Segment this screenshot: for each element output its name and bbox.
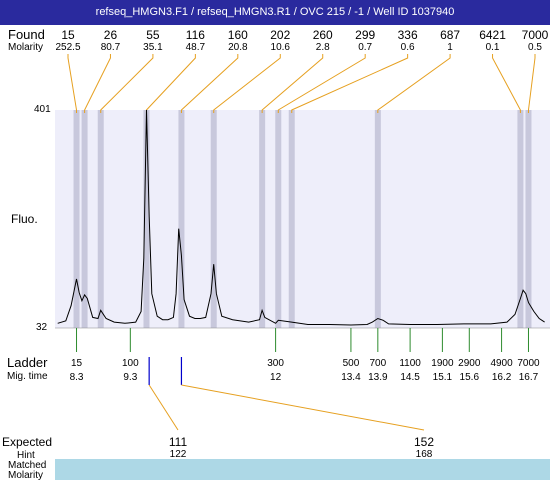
ladder-size-label: 100 — [122, 358, 139, 369]
found-size-label: 6421 — [479, 28, 506, 42]
found-size-label: 336 — [398, 28, 418, 42]
found-connector-line — [213, 54, 281, 113]
ladder-size-label: 300 — [267, 358, 284, 369]
found-connector-line — [100, 54, 154, 113]
chart-title: refseq_HMGN3.F1 / refseq_HMGN3.R1 / OVC … — [0, 0, 550, 25]
found-molarity-label: 80.7 — [101, 42, 121, 53]
ladder-size-label: 4900 — [490, 358, 513, 369]
matched-label: Matched — [8, 460, 47, 471]
peak-band — [143, 110, 150, 328]
peak-band — [73, 110, 80, 328]
found-connector-line — [67, 54, 78, 113]
found-size-label: 116 — [186, 28, 205, 42]
ladder-size-label: 2900 — [458, 358, 481, 369]
found-size-label: 687 — [440, 28, 460, 42]
found-molarity-label: 10.6 — [271, 42, 291, 53]
found-molarity-label: 0.7 — [358, 42, 372, 53]
found-molarity-label: 0.6 — [401, 42, 415, 53]
ladder-migtime-label: 13.9 — [368, 372, 388, 383]
expected-value: 152 — [414, 435, 434, 449]
peak-band — [97, 110, 104, 328]
found-molarity-label: 35.1 — [143, 42, 163, 53]
expected-connector-line — [181, 384, 425, 431]
peak-band — [210, 110, 217, 328]
plot-background — [55, 110, 550, 328]
peak-band — [288, 110, 295, 328]
ladder-migtime-label: 13.4 — [341, 372, 361, 383]
found-label: Found — [8, 27, 45, 42]
hint-label: Hint — [17, 450, 35, 461]
found-molarity-label: 20.8 — [228, 42, 248, 53]
found-connector-line — [277, 54, 366, 113]
peak-band — [178, 110, 185, 328]
y-max-tick: 401 — [34, 104, 51, 115]
found-molarity-label: 48.7 — [186, 42, 206, 53]
found-size-label: 160 — [228, 28, 248, 42]
found-size-label: 202 — [270, 28, 290, 42]
expected-value: 111 — [169, 435, 188, 449]
ladder-size-label: 1100 — [399, 358, 421, 369]
found-size-label: 26 — [104, 28, 118, 42]
expected-connector-line — [148, 384, 179, 431]
peak-band — [259, 110, 266, 328]
ladder-migtime-label: 12 — [270, 372, 282, 383]
found-connector-line — [180, 54, 239, 113]
ladder-migtime-label: 16.7 — [519, 372, 539, 383]
ladder-migtime-label: 16.2 — [492, 372, 512, 383]
ladder-migtime-label: 15.1 — [433, 372, 453, 383]
ladder-size-label: 700 — [369, 358, 386, 369]
migtime-label: Mig. time — [7, 371, 48, 382]
found-connector-line — [291, 54, 409, 113]
found-size-label: 299 — [355, 28, 375, 42]
found-molarity-label: 1 — [447, 42, 453, 53]
molarity-label: Molarity — [8, 42, 44, 53]
ladder-size-label: 500 — [343, 358, 360, 369]
fluorescence-trace — [57, 109, 545, 326]
hint-value: 168 — [416, 449, 433, 460]
found-molarity-label: 0.1 — [486, 42, 500, 53]
found-size-label: 15 — [61, 28, 75, 42]
hint-value: 122 — [170, 449, 187, 460]
found-molarity-label: 0.5 — [528, 42, 542, 53]
ladder-migtime-label: 14.5 — [400, 372, 420, 383]
ladder-label: Ladder — [7, 355, 48, 370]
ladder-migtime-label: 8.3 — [70, 372, 84, 383]
found-connector-line — [492, 54, 521, 113]
found-size-label: 7000 — [522, 28, 549, 42]
found-size-label: 260 — [313, 28, 333, 42]
found-connector-line — [84, 54, 111, 113]
ladder-size-label: 15 — [71, 358, 83, 369]
matched-band — [55, 459, 550, 480]
ladder-size-label: 1900 — [431, 358, 454, 369]
found-size-label: 55 — [146, 28, 160, 42]
ladder-migtime-label: 9.3 — [123, 372, 137, 383]
peak-band — [374, 110, 381, 328]
ladder-size-label: 7000 — [517, 358, 540, 369]
plot-area: 15252.52680.75535.111648.716020.820210.6… — [55, 28, 550, 480]
found-connector-line — [527, 54, 536, 113]
found-molarity-label: 252.5 — [55, 42, 80, 53]
found-connector-line — [377, 54, 451, 113]
ladder-migtime-label: 15.6 — [460, 372, 480, 383]
peak-band — [81, 110, 88, 328]
y-axis-label: Fluo. — [11, 212, 38, 226]
peak-band — [517, 110, 524, 328]
expected-label: Expected — [2, 435, 53, 449]
found-connector-line — [261, 54, 324, 113]
expected-molarity-label: Molarity — [8, 470, 44, 481]
peak-band — [525, 110, 532, 328]
peak-band — [275, 110, 282, 328]
found-molarity-label: 2.8 — [316, 42, 330, 53]
y-min-tick: 32 — [36, 322, 48, 333]
